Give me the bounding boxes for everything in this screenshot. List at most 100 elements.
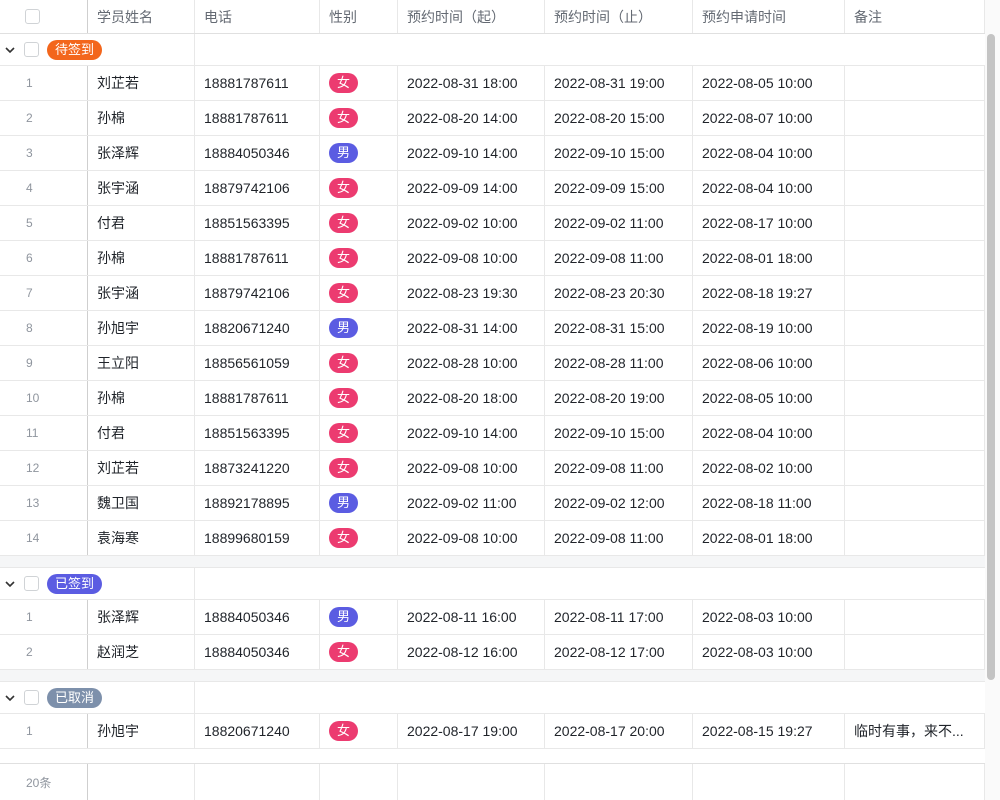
end-cell: 2022-09-08 11:00 <box>545 521 693 555</box>
table-row[interactable]: 9 王立阳 18856561059 女 2022-08-28 10:00 2022-08-… <box>0 346 985 381</box>
name-cell: 孙棉 <box>88 381 195 415</box>
name-cell: 张泽辉 <box>88 136 195 170</box>
table-row[interactable]: 5 付君 18851563395 女 2022-09-02 10:00 2022-09-0… <box>0 206 985 241</box>
start: 2022-09-08 10:00 <box>407 460 518 476</box>
column-header[interactable]: 性别 <box>320 0 398 33</box>
phone: 18892178895 <box>204 495 290 511</box>
note-cell <box>845 136 985 170</box>
note-cell <box>845 346 985 380</box>
phone: 18884050346 <box>204 145 290 161</box>
end: 2022-08-28 11:00 <box>554 355 664 371</box>
note-cell <box>845 206 985 240</box>
name: 张宇涵 <box>97 285 139 301</box>
phone-cell: 18873241220 <box>195 451 320 485</box>
row-index: 6 <box>26 251 33 265</box>
phone: 18856561059 <box>204 355 290 371</box>
start: 2022-08-31 18:00 <box>407 75 518 91</box>
column-header[interactable]: 学员姓名 <box>88 0 195 33</box>
row-index: 12 <box>26 461 40 475</box>
gender-badge: 女 <box>329 73 359 93</box>
apply: 2022-08-15 19:27 <box>702 723 813 739</box>
row-index: 11 <box>26 426 39 440</box>
table-row[interactable]: 11 付君 18851563395 女 2022-09-10 14:00 2022-09-… <box>0 416 985 451</box>
note-cell <box>845 381 985 415</box>
end: 2022-08-12 17:00 <box>554 644 665 660</box>
row-index: 13 <box>26 496 40 510</box>
name-cell: 王立阳 <box>88 346 195 380</box>
footer-cell <box>693 764 845 800</box>
name: 袁海寒 <box>97 530 139 546</box>
column-header[interactable]: 预约时间（起） <box>398 0 545 33</box>
table-row[interactable]: 10 孙棉 18881787611 女 2022-08-20 18:00 2022-08-… <box>0 381 985 416</box>
start-cell: 2022-08-23 19:30 <box>398 276 545 310</box>
record-count: 20条 <box>26 775 52 790</box>
gender-badge: 女 <box>329 353 359 373</box>
name: 刘芷若 <box>97 460 139 476</box>
phone: 18879742106 <box>204 285 290 301</box>
gender-badge: 男 <box>329 143 359 163</box>
index-cell: 6 <box>0 241 88 275</box>
group-badge: 待签到 <box>47 39 103 60</box>
start-cell: 2022-09-08 10:00 <box>398 521 545 555</box>
note-cell <box>845 171 985 205</box>
gender-badge: 女 <box>329 642 359 662</box>
column-header[interactable]: 预约申请时间 <box>693 0 845 33</box>
table-row[interactable]: 8 孙旭宇 18820671240 男 2022-08-31 14:00 2022-08-… <box>0 311 985 346</box>
gender-cell: 女 <box>320 206 398 240</box>
table-row[interactable]: 1 张泽辉 18884050346 男 2022-08-11 16:00 2022-08-… <box>0 600 985 635</box>
table-row[interactable]: 1 孙旭宇 18820671240 女 2022-08-17 19:00 2022-08-… <box>0 714 985 749</box>
end: 2022-08-31 15:00 <box>554 320 665 336</box>
name: 孙棉 <box>97 110 125 126</box>
start: 2022-09-02 11:00 <box>407 495 517 511</box>
table-row[interactable]: 2 赵润芝 18884050346 女 2022-08-12 16:00 2022-08-… <box>0 635 985 670</box>
table-row[interactable]: 2 孙棉 18881787611 女 2022-08-20 14:00 2022-08-2… <box>0 101 985 136</box>
checkbox[interactable] <box>24 576 39 591</box>
collapse-toggle[interactable] <box>4 44 16 56</box>
table-row[interactable]: 14 袁海寒 18899680159 女 2022-09-08 10:00 2022-09… <box>0 521 985 556</box>
collapse-toggle[interactable] <box>4 578 16 590</box>
table-row[interactable]: 7 张宇涵 18879742106 女 2022-08-23 19:30 2022-08-… <box>0 276 985 311</box>
apply-cell: 2022-08-19 10:00 <box>693 311 845 345</box>
end: 2022-08-23 20:30 <box>554 285 665 301</box>
name-cell: 孙旭宇 <box>88 311 195 345</box>
checkbox[interactable] <box>24 42 39 57</box>
table-row[interactable]: 3 张泽辉 18884050346 男 2022-09-10 14:00 2022-09-… <box>0 136 985 171</box>
row-index: 14 <box>26 531 40 545</box>
row-index: 7 <box>26 286 33 300</box>
footer-cell <box>845 764 985 800</box>
gender-badge: 女 <box>329 283 359 303</box>
gender-cell: 男 <box>320 136 398 170</box>
note-cell <box>845 600 985 634</box>
checkbox[interactable] <box>24 690 39 705</box>
table-row[interactable]: 4 张宇涵 18879742106 女 2022-09-09 14:00 2022-09-… <box>0 171 985 206</box>
end-cell: 2022-08-11 17:00 <box>545 600 693 634</box>
name-cell: 付君 <box>88 416 195 450</box>
group-title-cell: 已签到 <box>0 568 195 599</box>
checkbox[interactable] <box>25 9 40 24</box>
table-row[interactable]: 13 魏卫国 18892178895 男 2022-09-02 11:00 2022-09… <box>0 486 985 521</box>
column-header[interactable]: 预约时间（止） <box>545 0 693 33</box>
index-cell: 8 <box>0 311 88 345</box>
footer-cell <box>88 764 195 800</box>
end: 2022-09-09 15:00 <box>554 180 665 196</box>
name: 张泽辉 <box>97 609 139 625</box>
phone: 18881787611 <box>204 390 289 406</box>
apply-cell: 2022-08-04 10:00 <box>693 416 845 450</box>
phone: 18881787611 <box>204 110 289 126</box>
start: 2022-09-08 10:00 <box>407 250 518 266</box>
table-row[interactable]: 1 刘芷若 18881787611 女 2022-08-31 18:00 2022-08-… <box>0 66 985 101</box>
column-header[interactable]: 电话 <box>195 0 320 33</box>
start-cell: 2022-08-28 10:00 <box>398 346 545 380</box>
column-header[interactable]: 备注 <box>845 0 985 33</box>
note-cell <box>845 101 985 135</box>
phone-cell: 18884050346 <box>195 600 320 634</box>
footer-cell <box>320 764 398 800</box>
table-row[interactable]: 6 孙棉 18881787611 女 2022-09-08 10:00 2022-09-0… <box>0 241 985 276</box>
scrollbar-thumb[interactable] <box>987 34 995 680</box>
index-cell: 2 <box>0 635 88 669</box>
apply-cell: 2022-08-05 10:00 <box>693 66 845 100</box>
table-row[interactable]: 12 刘芷若 18873241220 女 2022-09-08 10:00 2022-09… <box>0 451 985 486</box>
collapse-toggle[interactable] <box>4 692 16 704</box>
apply: 2022-08-18 11:00 <box>702 495 812 511</box>
